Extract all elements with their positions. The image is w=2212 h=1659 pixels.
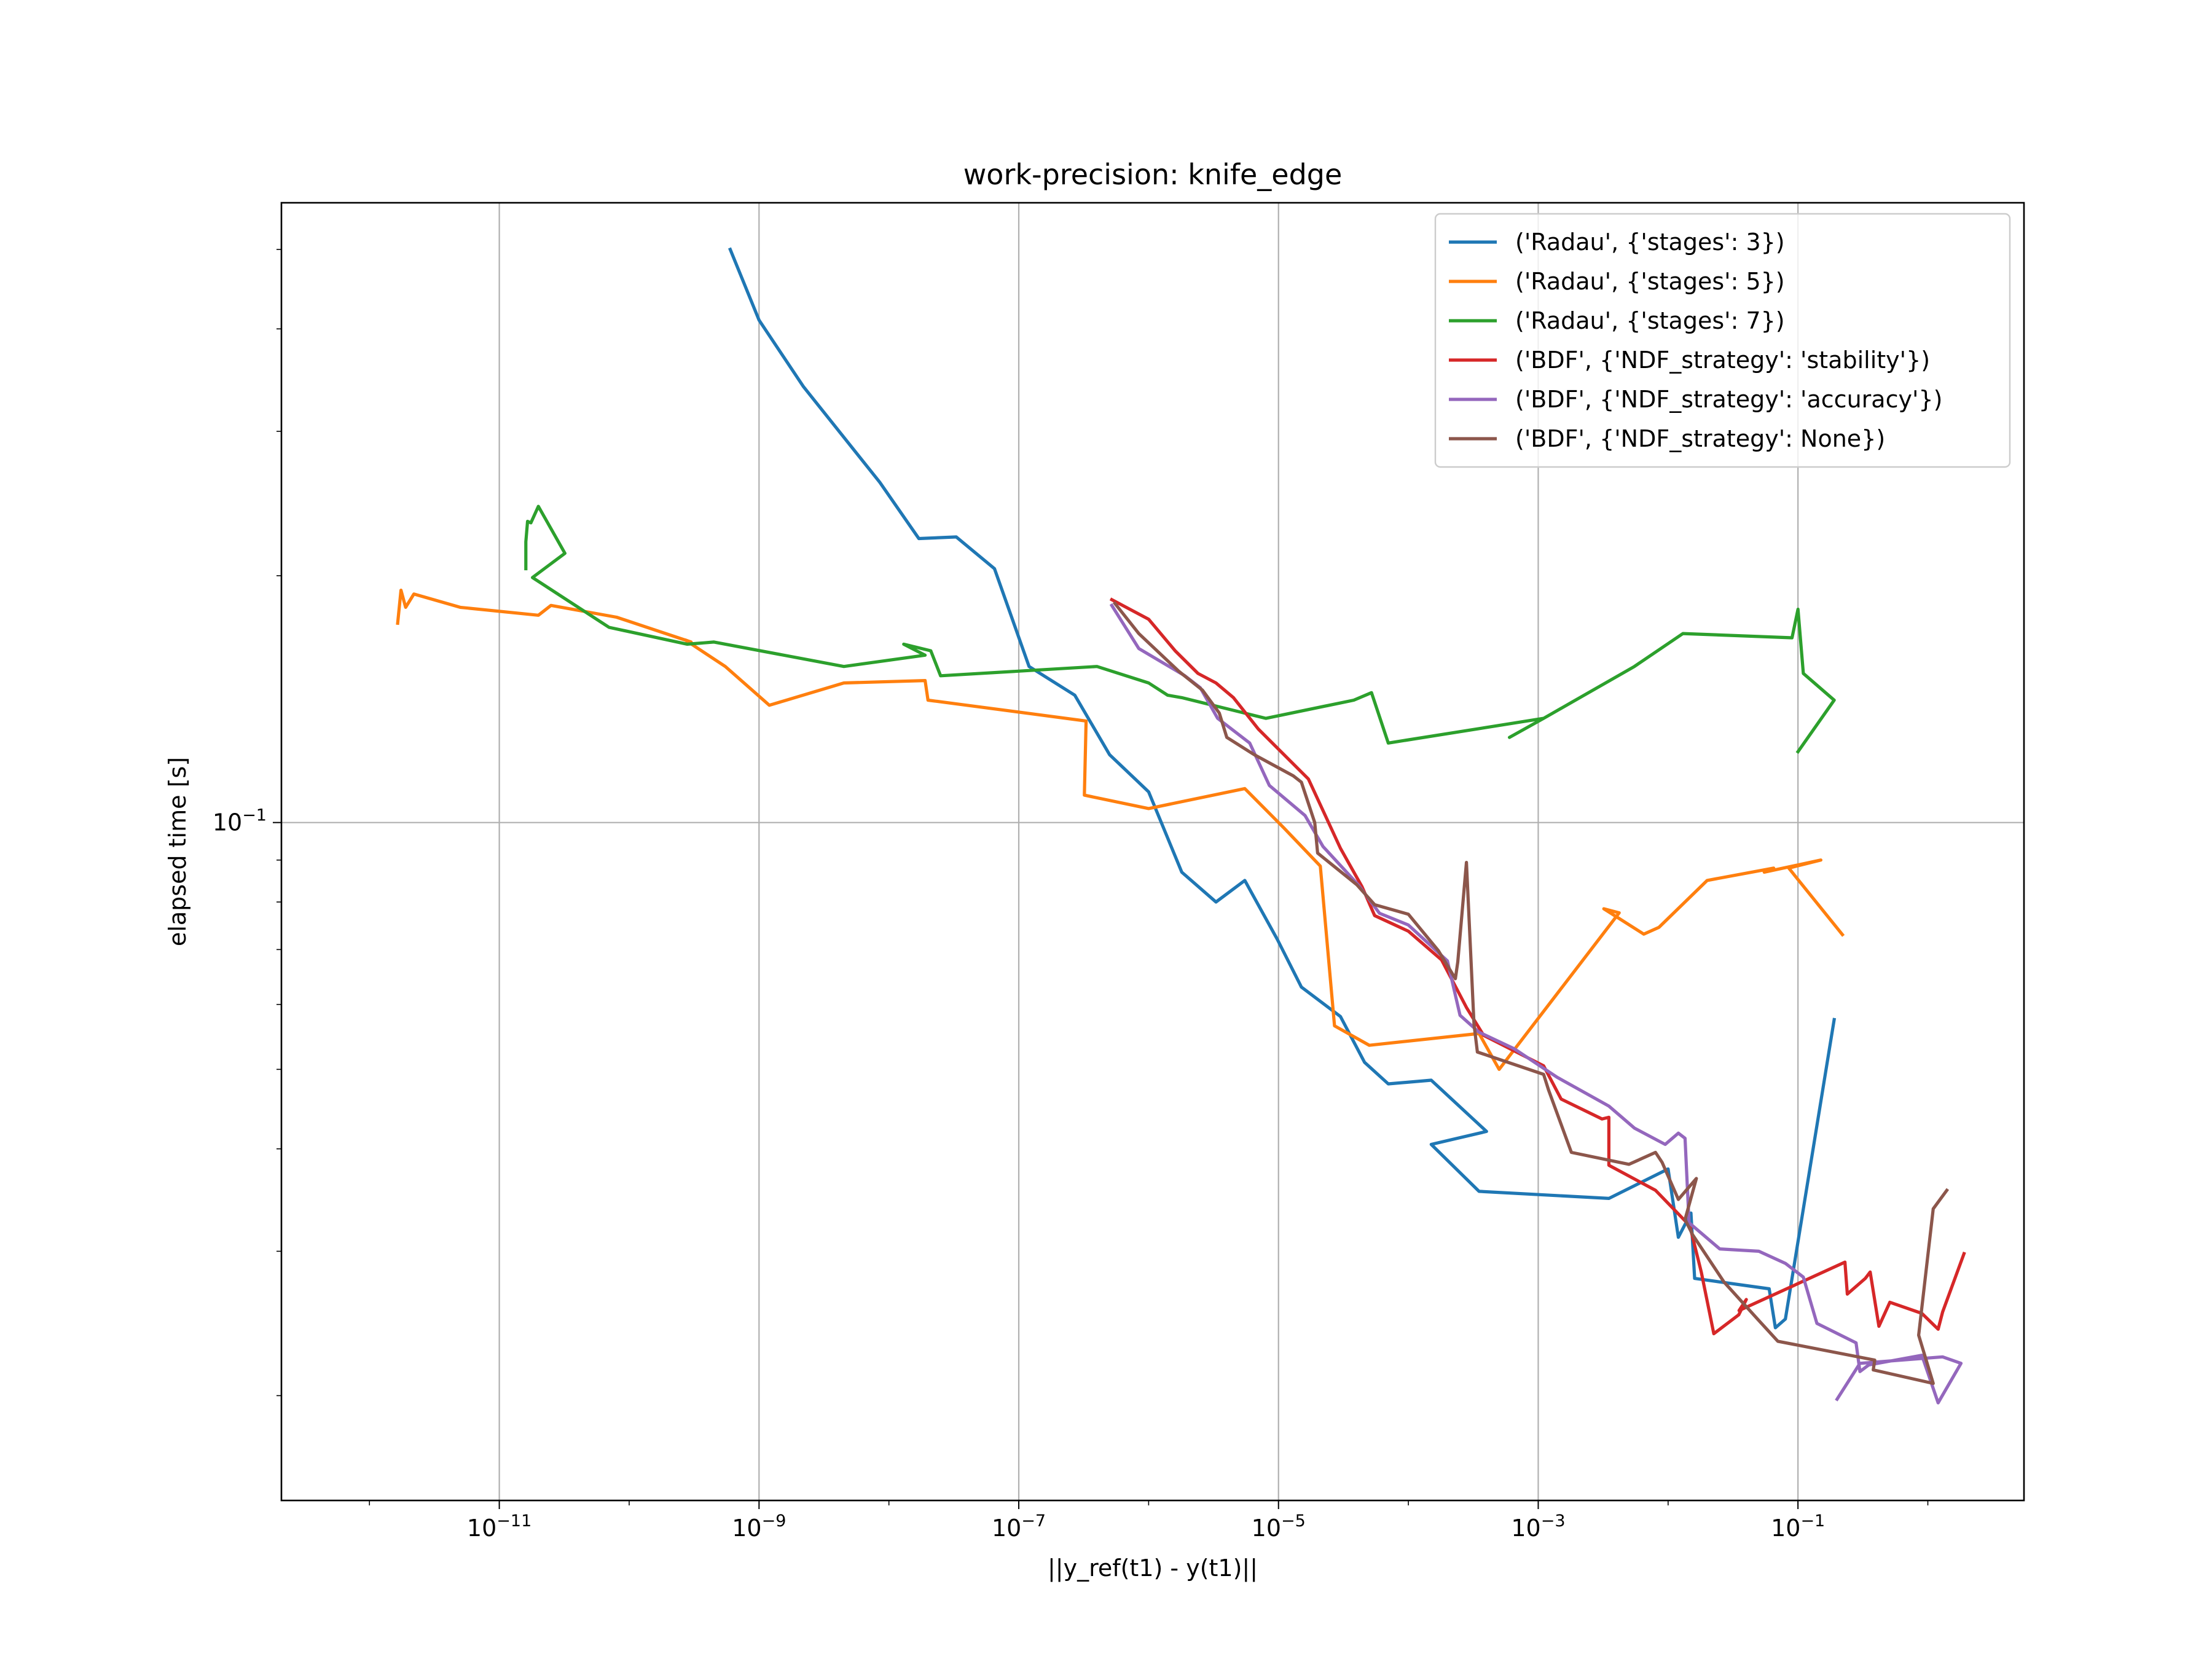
- x-tick-label: 10−5: [1252, 1512, 1306, 1542]
- x-tick-label: 10−1: [1771, 1512, 1825, 1542]
- legend-label-2: ('Radau', {'stages': 5}): [1515, 268, 1785, 295]
- y-axis-label: elapsed time [s]: [164, 757, 191, 946]
- legend-label-3: ('Radau', {'stages': 7}): [1515, 307, 1785, 334]
- chart-title: work-precision: knife_edge: [963, 158, 1343, 191]
- x-tick-label: 10−11: [467, 1512, 531, 1542]
- series-line-4: [1109, 597, 1966, 1336]
- legend: ('Radau', {'stages': 3}) ('Radau', {'stag…: [1434, 213, 2011, 468]
- legend-box: [1434, 213, 2011, 468]
- legend-label-6: ('BDF', {'NDF_strategy': None}): [1515, 425, 1885, 452]
- series-line-3: [524, 504, 1836, 755]
- x-axis-ticks: 10−11 10−9 10−7 10−5 10−3 10−1: [369, 1500, 1929, 1542]
- series-line-6: [1112, 601, 1950, 1386]
- x-axis-label: ||y_ref(t1) - y(t1)||: [1048, 1555, 1258, 1582]
- legend-label-5: ('BDF', {'NDF_strategy': 'accuracy'}): [1515, 386, 1942, 413]
- legend-label-1: ('Radau', {'stages': 3}): [1515, 229, 1785, 256]
- series-layer: [396, 247, 1966, 1405]
- y-tick-label: 10−1: [213, 806, 267, 836]
- series-line-2: [396, 589, 1845, 1071]
- legend-label-4: ('BDF', {'NDF_strategy': 'stability'}): [1515, 347, 1930, 374]
- x-tick-label: 10−7: [992, 1512, 1046, 1542]
- series-line-5: [1109, 603, 1963, 1405]
- plot-frame: [280, 202, 2025, 1502]
- x-tick-label: 10−9: [732, 1512, 786, 1542]
- y-axis-ticks: 10−1: [213, 249, 281, 1397]
- x-tick-label: 10−3: [1511, 1512, 1565, 1542]
